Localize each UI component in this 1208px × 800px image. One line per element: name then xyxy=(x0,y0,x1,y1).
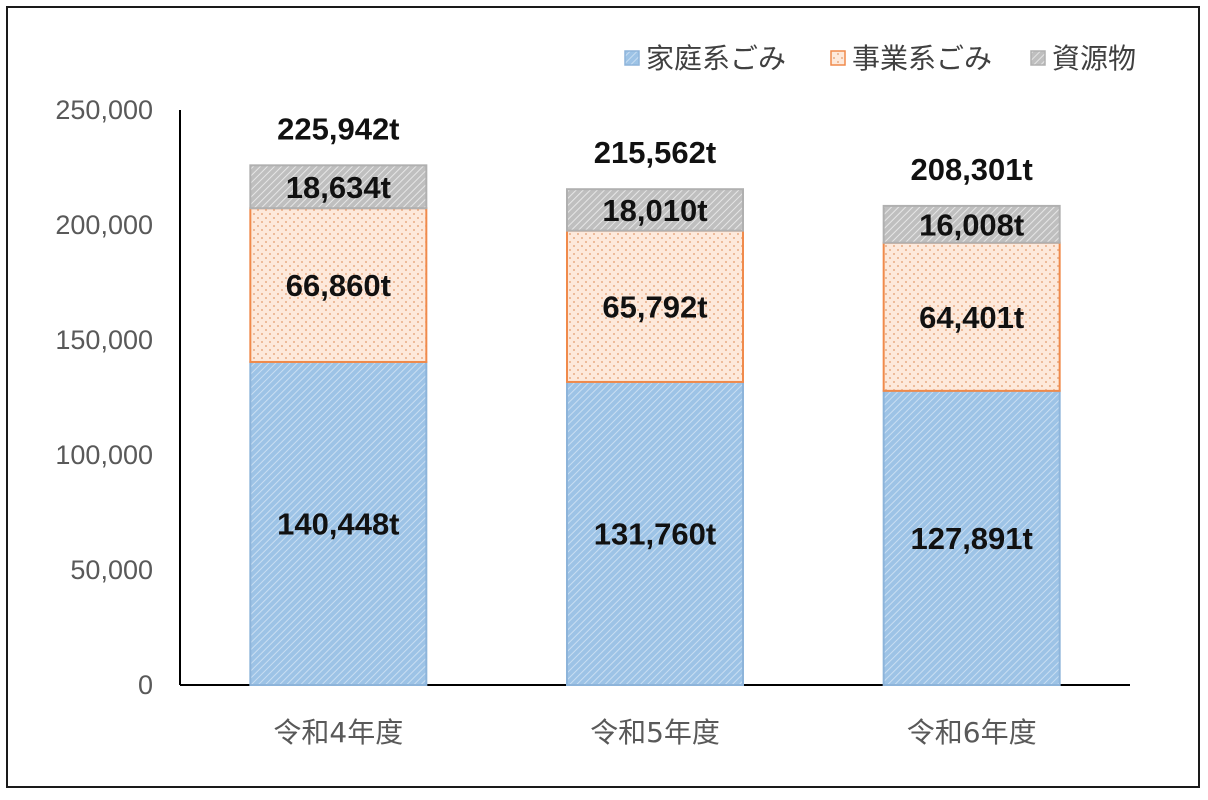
legend-label: 事業系ごみ xyxy=(852,42,992,75)
total-label: 208,301t xyxy=(910,152,1032,187)
legend-item: 家庭系ごみ xyxy=(624,42,786,75)
y-tick-label: 200,000 xyxy=(55,210,153,240)
data-label: 18,634t xyxy=(286,170,391,205)
axes-layer: 0 50,000 100,000 150,000 200,000 250,000 令和4年度… xyxy=(55,95,1130,749)
legend-swatch xyxy=(830,50,846,66)
bar-segment xyxy=(249,207,428,363)
y-tick-label: 0 xyxy=(138,670,153,700)
bar-segment xyxy=(882,204,1061,244)
data-label: 16,008t xyxy=(919,207,1024,242)
legend-swatch xyxy=(1030,50,1046,66)
legend-swatch xyxy=(624,50,640,66)
x-category-label: 令和6年度 xyxy=(907,716,1037,749)
data-label: 18,010t xyxy=(602,193,707,228)
labels-layer: 140,448t 66,860t 18,634t 225,942t 131,760t 65… xyxy=(277,111,1033,556)
data-label: 131,760t xyxy=(594,516,716,551)
legend-item: 資源物 xyxy=(1030,42,1136,75)
legend-label: 資源物 xyxy=(1052,42,1136,75)
bar-segment xyxy=(882,241,1061,392)
bar-segment xyxy=(249,360,428,686)
bar-segment xyxy=(566,380,744,686)
legend-item: 事業系ごみ xyxy=(830,42,992,75)
bar-segment xyxy=(566,188,744,232)
y-tick-label: 250,000 xyxy=(55,95,153,125)
y-tick-label: 150,000 xyxy=(55,325,153,355)
data-label: 66,860t xyxy=(286,268,391,303)
total-label: 225,942t xyxy=(277,111,399,146)
bar-segment xyxy=(566,229,744,383)
data-label: 64,401t xyxy=(919,300,1024,335)
bars-layer xyxy=(249,164,1061,686)
legend-label: 家庭系ごみ xyxy=(646,42,786,75)
data-label: 140,448t xyxy=(277,506,399,541)
bar-segment xyxy=(882,389,1061,686)
total-label: 215,562t xyxy=(594,135,716,170)
x-category-label: 令和4年度 xyxy=(273,716,403,749)
y-tick-label: 100,000 xyxy=(55,440,153,470)
legend: 家庭系ごみ 事業系ごみ 資源物 xyxy=(624,42,1136,75)
x-category-label: 令和5年度 xyxy=(590,716,720,749)
chart-frame: 0 50,000 100,000 150,000 200,000 250,000 令和4年度… xyxy=(6,6,1200,788)
y-tick-label: 50,000 xyxy=(70,555,153,585)
bar-segment xyxy=(249,164,428,210)
data-label: 65,792t xyxy=(602,289,707,324)
data-label: 127,891t xyxy=(910,521,1032,556)
stacked-bar-chart: 0 50,000 100,000 150,000 200,000 250,000 令和4年度… xyxy=(55,42,1136,749)
